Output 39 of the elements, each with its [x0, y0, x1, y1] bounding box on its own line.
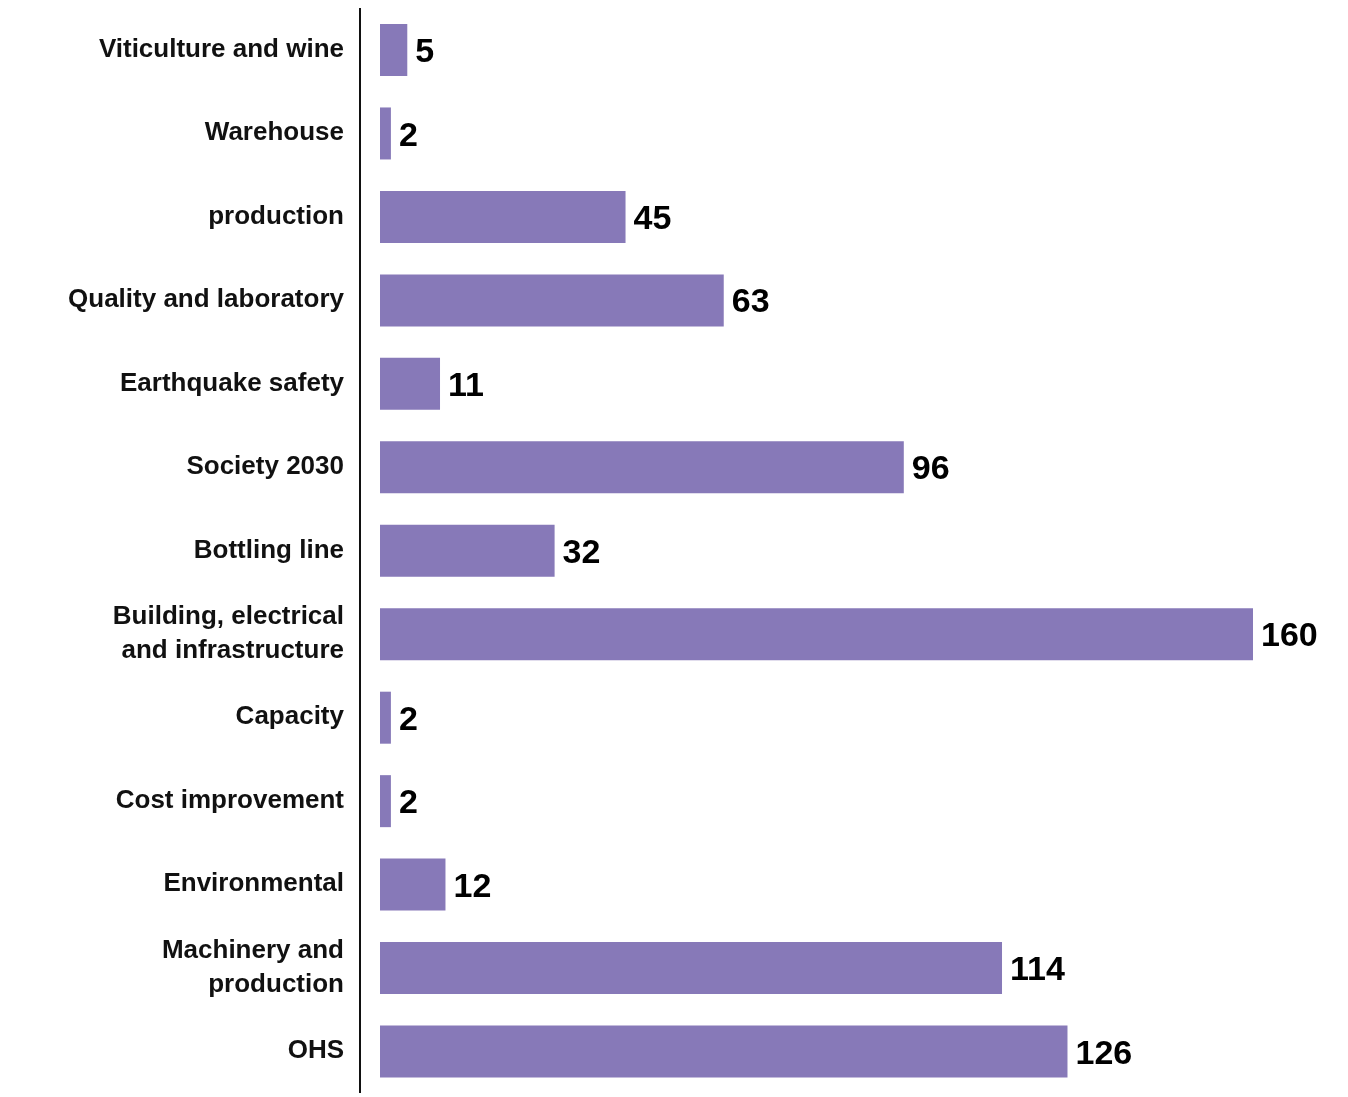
data-label: 114	[1010, 949, 1065, 988]
bar	[380, 24, 408, 76]
bar	[380, 858, 446, 911]
y-tick-label: Building, electrical and infrastructure	[112, 599, 344, 664]
y-tick-label: Warehouse	[204, 116, 344, 147]
bar	[380, 524, 555, 577]
bar	[380, 691, 391, 744]
data-label: 32	[562, 531, 601, 570]
y-tick-label: Bottling line	[193, 533, 344, 564]
data-label: 45	[633, 197, 672, 236]
y-tick-label: Capacity	[235, 700, 345, 731]
data-label: 5	[415, 31, 435, 70]
bar	[380, 608, 1253, 661]
y-tick-label: Quality and laboratory	[68, 282, 345, 313]
bar	[380, 441, 904, 494]
data-label: 2	[398, 782, 418, 821]
y-tick-label: Earthquake safety	[120, 366, 345, 397]
data-label: 2	[398, 114, 418, 153]
y-tick-label: production	[208, 199, 344, 230]
y-tick-label: Society 2030	[186, 449, 344, 480]
bar	[380, 357, 441, 410]
data-label: 2	[398, 698, 418, 737]
y-tick-label: Machinery and production	[161, 933, 344, 998]
bar	[380, 190, 626, 243]
y-tick-label: Viticulture and wine	[98, 32, 344, 63]
y-tick-label: Cost improvement	[115, 783, 345, 814]
data-label: 11	[448, 364, 484, 403]
data-label: 126	[1075, 1032, 1133, 1071]
data-label: 96	[911, 448, 950, 487]
bar	[380, 107, 391, 160]
y-tick-label: OHS	[287, 1034, 344, 1065]
bar	[380, 274, 724, 327]
bar	[380, 1025, 1068, 1078]
data-label: 63	[731, 281, 770, 320]
y-tick-label: Environmental	[163, 867, 344, 898]
data-label: 160	[1261, 615, 1318, 654]
data-label: 12	[453, 865, 492, 904]
bar	[380, 942, 1003, 995]
bar	[380, 775, 391, 828]
